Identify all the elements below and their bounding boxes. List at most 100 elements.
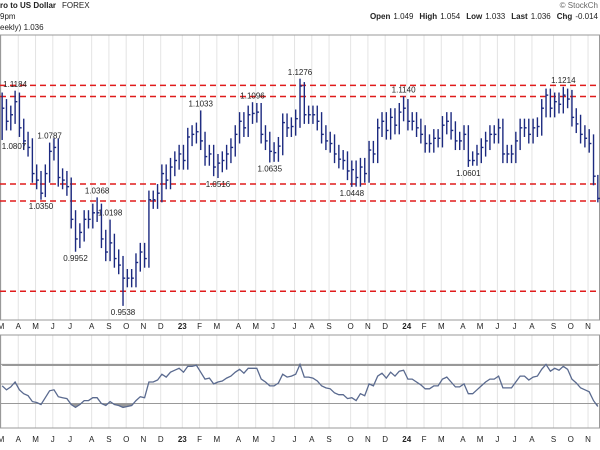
time: 9pm	[0, 12, 16, 21]
x-tick-label: J	[271, 435, 275, 444]
x-tick-label: S	[326, 435, 331, 444]
x-tick-label: N	[141, 435, 147, 444]
field-label: Low	[466, 12, 483, 21]
x-tick-label: F	[422, 322, 427, 331]
x-tick-label: 24	[402, 435, 411, 444]
field-value: 1.049	[393, 12, 414, 21]
x-tick-label: S	[551, 322, 556, 331]
x-tick-label: M	[0, 322, 5, 331]
grid	[0, 35, 589, 428]
x-tick-label: A	[460, 435, 466, 444]
x-tick-label: M	[252, 322, 259, 331]
x-tick-label: 23	[178, 322, 187, 331]
x-tick-label: F	[197, 435, 202, 444]
x-tick-label: S	[106, 322, 111, 331]
price-annotation: 1.0601	[456, 169, 481, 178]
x-tick-label: M	[0, 435, 5, 444]
x-tick-label: D	[382, 322, 388, 331]
x-tick-label: D	[158, 435, 164, 444]
quote-fields: Open 1.049 High 1.054 Low 1.033 Last 1.036 Chg -0…	[370, 12, 599, 21]
price-annotation: 1.0516	[206, 180, 231, 189]
x-tick-label: N	[365, 435, 371, 444]
price-annotation: 1.1033	[188, 100, 213, 109]
price-annotation: 1.1214	[551, 76, 576, 85]
x-tick-label: F	[197, 322, 202, 331]
x-tick-label: A	[89, 435, 95, 444]
x-tick-label: J	[51, 435, 55, 444]
field-value: 1.054	[440, 12, 461, 21]
field-value: 1.033	[485, 12, 506, 21]
x-tick-label: M	[213, 322, 220, 331]
x-tick-label: M	[477, 435, 484, 444]
field-label: Chg	[557, 12, 573, 21]
x-tick-label: J	[495, 322, 499, 331]
price-annotation: 0.9952	[63, 254, 88, 263]
indicator-line	[1, 362, 599, 409]
price-annotation: 1.0350	[29, 202, 54, 211]
x-tick-label: M	[252, 435, 259, 444]
exchange: FOREX	[62, 1, 90, 10]
price-annotation: 1.1276	[288, 68, 313, 77]
x-tick-label: J	[51, 322, 55, 331]
price-annotation: 0.9538	[111, 308, 136, 317]
x-tick-label: N	[585, 322, 591, 331]
x-tick-label: N	[365, 322, 371, 331]
x-tick-label: S	[106, 435, 111, 444]
field-value: -0.014	[575, 12, 598, 21]
x-tick-label: J	[495, 435, 499, 444]
x-tick-label: J	[271, 322, 275, 331]
x-tick-label: A	[236, 322, 242, 331]
x-tick-label: F	[422, 435, 427, 444]
x-tick-label: N	[141, 322, 147, 331]
x-tick-label: 23	[178, 435, 187, 444]
x-tick-label: A	[16, 322, 22, 331]
x-tick-label: O	[348, 322, 354, 331]
credit: © StockCh	[560, 1, 598, 10]
x-tick-label: A	[236, 435, 242, 444]
indicator-overbought	[2, 364, 598, 366]
price-annotation: 1.1096	[240, 91, 265, 100]
price-annotation: 1.0448	[340, 189, 365, 198]
x-tick-label: O	[123, 322, 129, 331]
price-annotation: 1.1184	[3, 80, 27, 89]
x-tick-label: M	[477, 322, 484, 331]
x-tick-label: A	[529, 322, 535, 331]
x-tick-label: A	[529, 435, 535, 444]
x-tick-label: A	[309, 322, 315, 331]
price-annotation: 1.0198	[98, 209, 123, 218]
x-tick-label: J	[68, 435, 72, 444]
x-tick-label: O	[568, 435, 574, 444]
x-tick-label: J	[513, 322, 517, 331]
x-tick-label: S	[551, 435, 556, 444]
price-annotation: 1.0368	[85, 186, 110, 195]
x-tick-label: A	[89, 322, 95, 331]
x-tick-label: J	[293, 435, 297, 444]
x-tick-label: M	[213, 435, 220, 444]
x-tick-label: M	[438, 435, 445, 444]
x-tick-label: O	[348, 435, 354, 444]
field-label: Open	[370, 12, 391, 21]
x-tick-label: 24	[402, 322, 411, 331]
x-tick-label: A	[460, 322, 466, 331]
field-label: High	[419, 12, 437, 21]
x-tick-label: N	[585, 435, 591, 444]
field-value: 1.036	[531, 12, 552, 21]
x-tick-label: M	[32, 435, 39, 444]
x-tick-label: D	[382, 435, 388, 444]
x-tick-label: J	[513, 435, 517, 444]
x-tick-label: A	[309, 435, 315, 444]
field-label: Last	[511, 12, 528, 21]
x-tick-label: A	[16, 435, 22, 444]
x-tick-label: O	[568, 322, 574, 331]
price-annotation: 1.0787	[37, 132, 62, 141]
x-tick-label: O	[123, 435, 129, 444]
x-tick-label: J	[68, 322, 72, 331]
price-annotation: 1.0807	[2, 142, 27, 151]
x-tick-label: M	[32, 322, 39, 331]
price-annotation: 1.0635	[258, 165, 283, 174]
x-tick-label: M	[438, 322, 445, 331]
period: eekly) 1.036	[0, 23, 44, 32]
x-tick-label: S	[326, 322, 331, 331]
